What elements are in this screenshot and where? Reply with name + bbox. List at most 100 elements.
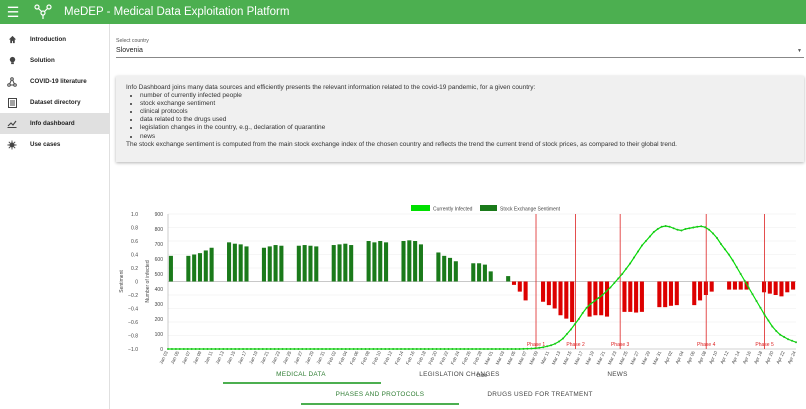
- y-right-tick-label: 700: [155, 242, 164, 248]
- hamburger-icon[interactable]: ☰: [6, 3, 20, 20]
- sentiment-bar: [186, 255, 191, 282]
- infected-point: [498, 348, 501, 350]
- infected-point: [712, 232, 715, 235]
- infected-point: [530, 347, 533, 350]
- x-tick-label: Jan 07: [181, 350, 192, 365]
- tab-legislation-changes[interactable]: LEGISLATION CHANGES: [419, 371, 500, 378]
- sentiment-bar: [447, 257, 453, 282]
- infected-point: [522, 347, 525, 350]
- sentiment-bar: [674, 281, 679, 306]
- infected-point: [727, 253, 730, 256]
- y-right-axis-label: Number of infected: [145, 260, 151, 302]
- infected-point: [561, 337, 564, 340]
- infected-point: [731, 259, 734, 262]
- x-tick-label: Mar 25: [618, 350, 629, 365]
- infected-point: [739, 273, 742, 275]
- x-tick-label: Mar 15: [562, 350, 573, 365]
- sidebar-item-info-dashboard[interactable]: Info dashboard: [0, 113, 109, 134]
- infected-point: [763, 313, 766, 316]
- infected-point: [644, 240, 647, 242]
- infected-point: [518, 348, 521, 350]
- x-tick-label: Mar 17: [573, 350, 584, 365]
- infected-point: [688, 227, 691, 230]
- infected-point: [585, 306, 588, 309]
- infected-point: [676, 228, 679, 231]
- sentiment-bar: [744, 281, 749, 290]
- infected-point: [321, 348, 324, 350]
- sentiment-bar: [779, 281, 784, 297]
- tab-medical-data[interactable]: MEDICAL DATA: [276, 371, 326, 378]
- x-tick-label: Mar 05: [506, 350, 517, 365]
- x-tick-label: Apr 20: [764, 350, 774, 365]
- sentiment-bar: [197, 253, 203, 282]
- x-axis-label: Date: [477, 373, 488, 379]
- infected-point: [680, 229, 683, 232]
- sentiment-bar: [442, 255, 447, 282]
- sentiment-bar: [168, 255, 173, 282]
- sentiment-bar: [413, 241, 418, 282]
- legend-swatch-infected: [411, 205, 430, 211]
- list-item: data related to the drugs used: [140, 116, 794, 124]
- infected-point: [174, 348, 177, 350]
- infected-point: [554, 342, 557, 345]
- tab-news[interactable]: NEWS: [607, 371, 628, 378]
- infected-point: [482, 348, 485, 350]
- infected-point: [783, 336, 786, 338]
- infected-point: [629, 262, 632, 265]
- tab-drugs-used-for-treatment[interactable]: DRUGS USED FOR TREATMENT: [487, 391, 593, 398]
- infected-point: [368, 348, 371, 350]
- x-tick-label: Jan 17: [237, 350, 248, 365]
- infected-point: [210, 348, 213, 350]
- infected-point: [589, 303, 592, 305]
- sentiment-bar: [488, 271, 493, 282]
- x-tick-label: Feb 02: [327, 350, 338, 365]
- sentiment-bar: [668, 281, 674, 306]
- x-tick-label: Feb 26: [461, 350, 472, 365]
- x-tick-label: Feb 08: [360, 350, 371, 365]
- sidebar-item-solution[interactable]: Solution: [0, 50, 109, 71]
- x-tick-label: Feb 04: [338, 350, 349, 365]
- tab-phases-and-protocols[interactable]: PHASES AND PROTOCOLS: [335, 391, 425, 398]
- sentiment-bar: [203, 250, 208, 282]
- country-select-label: Select country: [116, 38, 149, 44]
- infected-point: [565, 333, 568, 335]
- infected-point: [471, 348, 474, 350]
- sidebar-item-dataset-directory[interactable]: Dataset directory: [0, 92, 109, 113]
- y-right-tick-label: 500: [155, 272, 164, 278]
- infected-point: [305, 348, 308, 350]
- infected-point: [534, 347, 537, 350]
- infected-point: [281, 348, 284, 350]
- sentiment-bar: [436, 252, 441, 282]
- infected-point: [617, 277, 620, 280]
- sentiment-bar: [628, 281, 633, 312]
- sentiment-bar: [604, 281, 610, 317]
- infected-point: [759, 306, 762, 309]
- phase-label: Phase 1: [527, 342, 546, 348]
- sentiment-bar: [453, 261, 458, 282]
- app-title: MeDEP - Medical Data Exploitation Platfo…: [64, 6, 290, 18]
- country-select[interactable]: Slovenia ▼: [116, 44, 804, 58]
- sentiment-bar: [732, 281, 737, 290]
- sidebar-item-use-cases[interactable]: Use cases: [0, 134, 109, 155]
- y-left-tick-label: −1.0: [128, 347, 138, 353]
- infected-point: [170, 348, 173, 350]
- infected-point: [257, 348, 260, 350]
- infected-point: [309, 348, 312, 350]
- infected-point: [411, 348, 414, 350]
- infected-point: [640, 244, 643, 247]
- infected-point: [633, 256, 636, 259]
- x-tick-label: Feb 28: [472, 350, 483, 365]
- sidebar-item-introduction[interactable]: Introduction: [0, 29, 109, 50]
- y-left-tick-label: 1.0: [131, 212, 138, 218]
- infected-point: [376, 348, 379, 350]
- infected-point: [668, 225, 671, 228]
- sentiment-bar: [477, 263, 482, 282]
- x-tick-label: Jan 11: [204, 350, 214, 365]
- sentiment-bar: [418, 244, 423, 282]
- dropdown-arrow-icon: ▼: [797, 47, 802, 54]
- infected-point: [222, 348, 225, 350]
- infected-point: [297, 348, 300, 350]
- infected-point: [388, 348, 391, 350]
- sidebar-item-covid-literature[interactable]: COVID-19 literature: [0, 71, 109, 92]
- y-right-tick-label: 300: [155, 302, 164, 308]
